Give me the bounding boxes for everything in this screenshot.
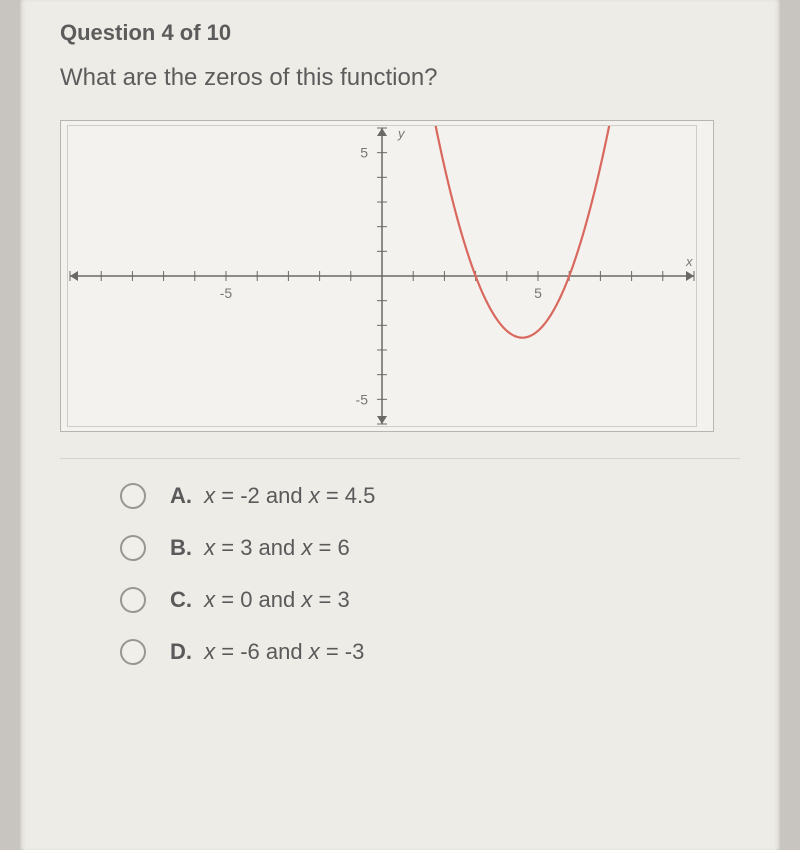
- chart-svg: 5 -5 5 -5 y x: [68, 126, 696, 426]
- choice-letter: A.: [170, 483, 192, 508]
- choice-text: D. x = -6 and x = -3: [170, 639, 364, 665]
- choice-c[interactable]: C. x = 0 and x = 3: [120, 587, 740, 613]
- svg-text:5: 5: [360, 145, 368, 161]
- question-page: Question 4 of 10 What are the zeros of t…: [20, 0, 780, 850]
- choice-text: C. x = 0 and x = 3: [170, 587, 350, 613]
- choice-text: A. x = -2 and x = 4.5: [170, 483, 375, 509]
- choice-a[interactable]: A. x = -2 and x = 4.5: [120, 483, 740, 509]
- choice-text: B. x = 3 and x = 6: [170, 535, 350, 561]
- answer-choices: A. x = -2 and x = 4.5 B. x = 3 and x = 6…: [60, 483, 740, 665]
- choice-b[interactable]: B. x = 3 and x = 6: [120, 535, 740, 561]
- svg-text:x: x: [685, 254, 693, 269]
- chart-container: 5 -5 5 -5 y x: [60, 120, 714, 432]
- question-prompt: What are the zeros of this function?: [60, 64, 740, 92]
- question-number: Question 4 of 10: [60, 20, 740, 46]
- choice-letter: C.: [170, 587, 192, 612]
- choice-d[interactable]: D. x = -6 and x = -3: [120, 639, 740, 665]
- svg-text:-5: -5: [356, 391, 369, 407]
- radio-icon[interactable]: [120, 535, 146, 561]
- choice-letter: D.: [170, 639, 192, 664]
- divider: [60, 458, 740, 459]
- radio-icon[interactable]: [120, 483, 146, 509]
- svg-text:5: 5: [534, 285, 542, 301]
- function-chart: 5 -5 5 -5 y x: [67, 125, 697, 427]
- choice-letter: B.: [170, 535, 192, 560]
- radio-icon[interactable]: [120, 639, 146, 665]
- svg-text:-5: -5: [220, 285, 233, 301]
- radio-icon[interactable]: [120, 587, 146, 613]
- svg-text:y: y: [397, 126, 406, 141]
